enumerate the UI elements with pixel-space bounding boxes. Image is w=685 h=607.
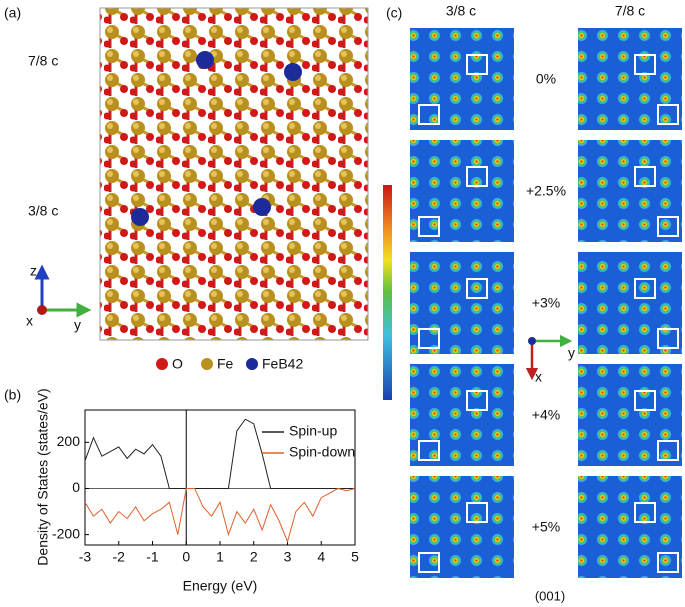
highlight-box xyxy=(418,104,440,125)
charge-density-map xyxy=(578,28,682,130)
y-axis-title: Density of States (states/eV) xyxy=(35,388,51,565)
strain-label: +2.5% xyxy=(526,183,566,199)
axes-icon xyxy=(525,334,573,381)
x-axis-title: Energy (eV) xyxy=(183,578,258,594)
strain-label: +4% xyxy=(532,407,560,423)
dos-line xyxy=(84,418,355,489)
highlight-box xyxy=(634,390,656,411)
highlight-box xyxy=(634,166,656,187)
highlight-box xyxy=(657,216,679,237)
highlight-box xyxy=(657,440,679,461)
axis-label: y xyxy=(568,345,575,361)
highlight-box xyxy=(466,54,488,75)
legend-swatch xyxy=(246,358,258,370)
column-label: 3/8 c xyxy=(446,3,476,19)
charge-density-map xyxy=(410,476,514,578)
strain-label: +5% xyxy=(532,519,560,535)
legend-swatch xyxy=(156,358,168,370)
x-tick-label: 1 xyxy=(216,549,224,565)
column-label: 7/8 c xyxy=(615,3,645,19)
highlight-box xyxy=(657,104,679,125)
highlight-box xyxy=(466,278,488,299)
x-tick-label: -3 xyxy=(79,549,92,565)
charge-density-map xyxy=(578,140,682,242)
highlight-box xyxy=(418,216,440,237)
x-tick-label: 5 xyxy=(351,549,359,565)
x-tick-label: -1 xyxy=(146,549,159,565)
legend-label: Spin-up xyxy=(289,423,337,439)
highlight-box xyxy=(418,328,440,349)
axes-icon xyxy=(34,264,92,318)
x-tick-label: 0 xyxy=(182,549,190,565)
highlight-box xyxy=(657,328,679,349)
dos-line xyxy=(84,487,356,544)
panel-label: (a) xyxy=(4,5,21,21)
highlight-box xyxy=(466,166,488,187)
highlight-box xyxy=(634,54,656,75)
axis-label: x xyxy=(26,313,33,329)
charge-density-map xyxy=(578,476,682,578)
axis-label: z xyxy=(30,263,37,279)
x-tick-label: 3 xyxy=(284,549,292,565)
charge-density-map xyxy=(410,28,514,130)
x-tick-label: 4 xyxy=(317,549,325,565)
charge-density-map xyxy=(410,140,514,242)
y-tick-label: -200 xyxy=(52,525,80,541)
highlight-box xyxy=(466,502,488,523)
charge-density-map xyxy=(410,364,514,466)
axis-label: x xyxy=(535,369,542,385)
highlight-box xyxy=(466,390,488,411)
strain-label: +3% xyxy=(532,295,560,311)
legend-label: FeB42 xyxy=(262,356,303,372)
crystal-structure xyxy=(99,7,369,341)
highlight-box xyxy=(657,552,679,573)
charge-density-map xyxy=(578,252,682,354)
y-tick-label: 200 xyxy=(57,433,81,449)
strain-label: 0% xyxy=(536,71,556,87)
legend-label: Spin-down xyxy=(289,444,355,460)
layer-label: 7/8 c xyxy=(28,53,58,69)
legend-swatch xyxy=(201,358,213,370)
x-tick-label: 2 xyxy=(250,549,258,565)
x-tick-label: -2 xyxy=(113,549,126,565)
highlight-box xyxy=(418,552,440,573)
highlight-box xyxy=(418,440,440,461)
charge-density-map xyxy=(410,252,514,354)
panel-label: (b) xyxy=(4,387,21,403)
legend-label: Fe xyxy=(217,356,234,372)
charge-density-map xyxy=(578,364,682,466)
feb42-atoms xyxy=(131,51,302,226)
y-tick-label: 0 xyxy=(72,479,80,495)
legend-label: O xyxy=(172,356,183,372)
highlight-box xyxy=(634,502,656,523)
panel-label: (c) xyxy=(386,5,402,21)
layer-label: 3/8 c xyxy=(28,203,58,219)
axis-label: y xyxy=(74,317,81,333)
colorbar xyxy=(383,185,392,400)
plane-label: (001) xyxy=(535,588,565,603)
highlight-box xyxy=(634,278,656,299)
